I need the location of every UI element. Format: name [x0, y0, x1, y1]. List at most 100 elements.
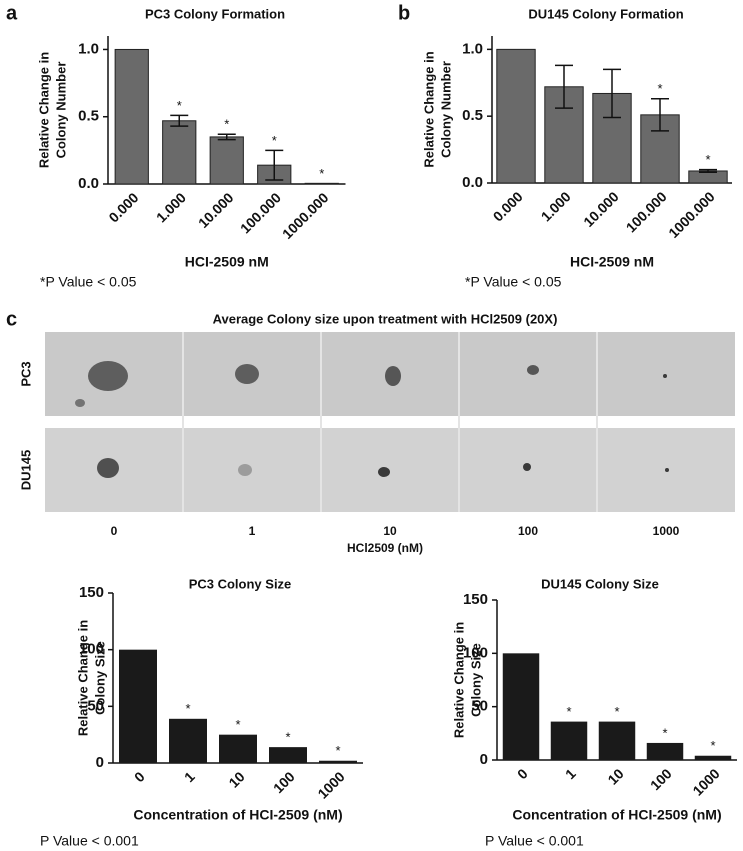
x-axis-label: HCI-2509 nM: [570, 254, 654, 270]
y-tick-label: 0.0: [78, 175, 99, 192]
significance-marker: *: [657, 81, 662, 96]
bar: [114, 48, 149, 185]
x-tick-label: 10.000: [195, 189, 237, 231]
bar: [598, 721, 636, 760]
panel-title: Average Colony size upon treatment with …: [213, 311, 558, 326]
x-tick-label: 10.000: [580, 188, 622, 230]
x-axis-label: Concentration of HCI-2509 (nM): [512, 807, 721, 823]
x-axis-label: Concentration of HCI-2509 (nM): [133, 807, 342, 823]
significance-marker: *: [614, 704, 619, 719]
x-tick-label: 0: [514, 765, 531, 782]
note: P Value < 0.001: [485, 833, 584, 849]
significance-marker: *: [185, 701, 190, 716]
significance-marker: *: [272, 133, 277, 148]
chart-title: PC3 Colony Formation: [145, 6, 285, 21]
image-row: [45, 428, 735, 512]
error-bar: [217, 133, 236, 141]
panel-label: c: [6, 308, 17, 330]
y-axis-label: Relative Change in: [75, 620, 90, 736]
y-axis-label: Colony Number: [53, 62, 68, 159]
x-tick-label: 0.000: [105, 189, 141, 225]
row-label: PC3: [18, 361, 33, 386]
y-tick-label: 150: [463, 591, 488, 608]
error-bar: [651, 98, 669, 132]
bar: [694, 755, 732, 760]
x-tick-label: 0.000: [490, 188, 526, 224]
significance-marker: *: [285, 730, 290, 745]
bar: [162, 120, 197, 185]
bar: [496, 48, 536, 184]
micrographs: [45, 332, 735, 512]
column-label: 1: [249, 524, 256, 538]
column-label: 1000: [653, 524, 680, 538]
column-label: 10: [383, 524, 397, 538]
y-tick-label: 0.5: [462, 107, 483, 124]
row-label: DU145: [18, 450, 33, 490]
y-axis-label: Relative Change in: [421, 51, 436, 167]
bar: [304, 182, 339, 185]
chart-title: DU145 Colony Formation: [528, 6, 683, 21]
x-tick-label: 10: [604, 765, 626, 787]
bar: [269, 747, 307, 763]
panel-label: b: [398, 2, 410, 24]
bar: [502, 653, 540, 760]
significance-marker: *: [235, 717, 240, 732]
significance-marker: *: [710, 738, 715, 753]
significance-marker: *: [177, 98, 182, 113]
y-tick-label: 1.0: [462, 40, 483, 57]
panel-label: a: [6, 2, 18, 24]
x-tick-label: 10: [225, 768, 247, 790]
x-tick-label: 100.000: [237, 189, 284, 236]
note: *P Value < 0.05: [40, 274, 137, 290]
x-tick-label: 100.000: [623, 188, 670, 235]
column-label: 0: [111, 524, 118, 538]
bar: [646, 742, 684, 760]
bar: [219, 734, 257, 763]
significance-marker: *: [662, 725, 667, 740]
x-tick-label: 0: [131, 768, 148, 785]
x-tick-label: 1: [181, 768, 198, 785]
y-tick-label: 0.0: [462, 174, 483, 191]
y-tick-label: 150: [79, 584, 104, 601]
y-axis-label: Relative Change in: [451, 622, 466, 738]
error-bar: [699, 168, 717, 174]
significance-marker: *: [705, 152, 710, 167]
bar: [209, 136, 244, 185]
chart-title: PC3 Colony Size: [189, 576, 292, 591]
y-axis-label: Colony Number: [438, 61, 453, 158]
note: *P Value < 0.05: [465, 274, 562, 290]
x-tick-label: 1000: [689, 765, 722, 798]
y-tick-label: 100: [463, 644, 488, 661]
x-tick-label: 1.000: [538, 188, 574, 224]
note: P Value < 0.001: [40, 833, 139, 849]
error-bar: [265, 149, 284, 181]
error-bar: [555, 64, 573, 109]
significance-marker: *: [224, 117, 229, 132]
error-bar: [603, 68, 621, 119]
error-bar: [170, 114, 189, 127]
chart-title: DU145 Colony Size: [541, 576, 659, 591]
bar: [169, 718, 207, 763]
significance-marker: *: [319, 166, 324, 181]
x-tick-label: 100: [270, 768, 298, 796]
significance-marker: *: [335, 743, 340, 758]
y-tick-label: 100: [79, 641, 104, 658]
y-axis-label: Colony Size: [92, 641, 107, 715]
x-tick-label: 100: [647, 765, 675, 793]
y-tick-label: 0: [480, 751, 488, 768]
x-axis-label: HCI-2509 nM: [185, 254, 269, 270]
x-tick-label: 1000.000: [279, 189, 332, 242]
x-tick-label: 1: [562, 765, 579, 782]
bar: [550, 721, 588, 760]
y-tick-label: 50: [87, 697, 104, 714]
y-tick-label: 50: [471, 698, 488, 715]
y-axis-label: Relative Change in: [36, 52, 51, 168]
image-dividers: [182, 332, 598, 512]
y-tick-label: 0.5: [78, 108, 99, 125]
image-x-label: HCl2509 (nM): [347, 541, 423, 555]
column-label: 100: [518, 524, 538, 538]
x-tick-label: 1.000: [153, 189, 189, 225]
x-tick-label: 1000: [314, 768, 347, 801]
